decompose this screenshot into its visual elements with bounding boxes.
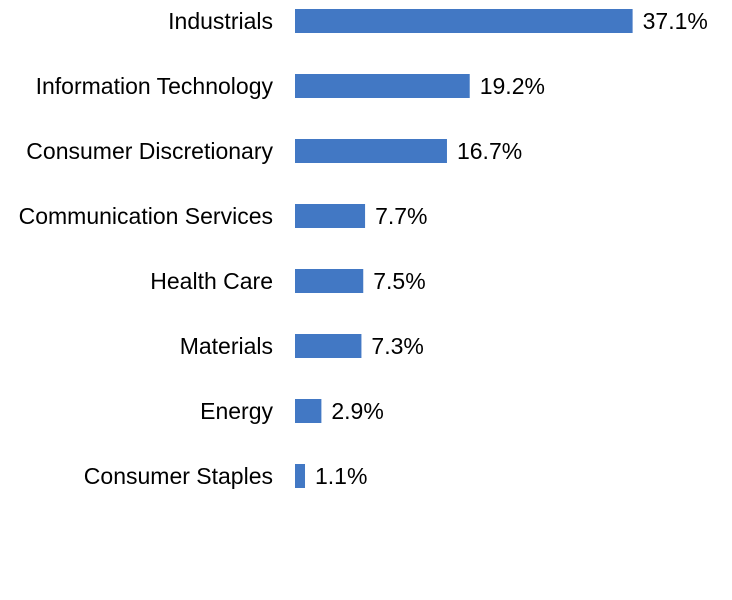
bar-information-technology [295,74,470,98]
value-label: 19.2% [480,73,545,99]
value-label: 37.1% [643,8,708,34]
value-label: 7.3% [371,333,423,359]
bar-materials [295,334,362,358]
category-label: Consumer Discretionary [26,138,273,164]
category-label: Communication Services [19,203,273,229]
category-label: Materials [180,333,273,359]
bar-health-care [295,269,364,293]
bars-layer [295,9,633,488]
category-label: Information Technology [36,73,274,99]
value-labels: 37.1% 19.2% 16.7% 7.7% 7.5% 7.3% 2.9% 1.1% [315,8,708,489]
value-label: 1.1% [315,463,367,489]
bar-energy [295,399,322,423]
category-labels: Industrials Information Technology Consume… [19,8,274,489]
value-label: 7.5% [373,268,425,294]
bar-industrials [295,9,633,33]
value-label: 7.7% [375,203,427,229]
category-label: Health Care [150,268,273,294]
value-label: 2.9% [331,398,383,424]
bar-consumer-discretionary [295,139,447,163]
value-label: 16.7% [457,138,522,164]
category-label: Industrials [168,8,273,34]
bar-consumer-staples [295,464,306,488]
category-label: Consumer Staples [84,463,273,489]
bar-communication-services [295,204,366,228]
category-label: Energy [200,398,273,424]
